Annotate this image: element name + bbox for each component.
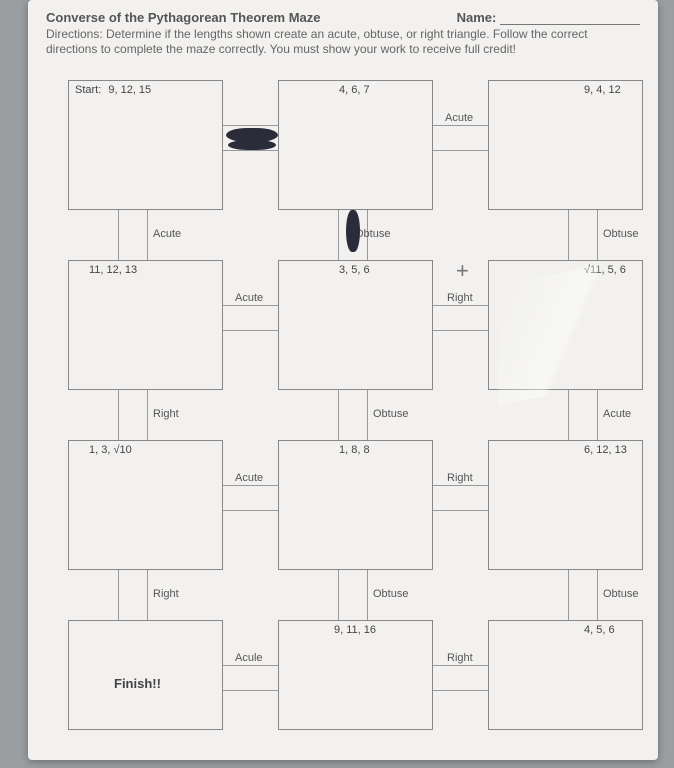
box-finish-label: Finish!! (114, 676, 161, 691)
box-r1c2-values: 4, 6, 7 (339, 84, 370, 96)
box-r4c3: 4, 5, 6 (488, 620, 643, 730)
path-v-r1c1-r2c1: Acute (118, 210, 148, 260)
path-v-r3c3-r4c3: Obtuse (568, 570, 598, 620)
pen-mark (346, 210, 360, 252)
box-r3c3: 6, 12, 13 (488, 440, 643, 570)
box-r4c3-values: 4, 5, 6 (584, 624, 615, 636)
path-label: Right (447, 292, 473, 304)
path-label: Acute (235, 292, 263, 304)
path-label: Acute (153, 228, 181, 240)
box-r3c1: 1, 3, √10 (68, 440, 223, 570)
path-label: Obtuse (355, 228, 390, 240)
path-h-r3c2-r3c3: Right (433, 485, 488, 511)
path-label: Acute (603, 408, 631, 420)
plus-icon: + (456, 258, 469, 284)
box-r2c1-values: 11, 12, 13 (89, 264, 137, 276)
header: Converse of the Pythagorean Theorem Maze… (28, 0, 658, 61)
box-r1c3-values: 9, 4, 12 (584, 84, 621, 96)
name-blank-line (500, 13, 640, 25)
path-h-r2c2-r2c3: Right (433, 305, 488, 331)
box-r4c2-values: 9, 11, 16 (334, 624, 376, 636)
box-r3c2: 1, 8, 8 (278, 440, 433, 570)
worksheet-title: Converse of the Pythagorean Theorem Maze (46, 10, 321, 25)
path-label: Right (447, 472, 473, 484)
path-label: Acute (235, 472, 263, 484)
path-label: Right (447, 652, 473, 664)
box-r4c2: 9, 11, 16 (278, 620, 433, 730)
box-start-values: 9, 12, 15 (108, 84, 151, 96)
path-v-r2c3-r3c3: Acute (568, 390, 598, 440)
path-label: Obtuse (373, 588, 408, 600)
path-v-r3c2-r4c2: Obtuse (338, 570, 368, 620)
path-h-r1c2-r1c3: Acute (433, 125, 488, 151)
box-r2c2: 3, 5, 6 (278, 260, 433, 390)
path-label: Acule (235, 652, 263, 664)
box-r1c3: 9, 4, 12 (488, 80, 643, 210)
pen-mark (228, 140, 276, 150)
box-r3c3-values: 6, 12, 13 (584, 444, 627, 456)
box-r2c1: 11, 12, 13 (68, 260, 223, 390)
path-v-r2c2-r3c2: Obtuse (338, 390, 368, 440)
path-label: Obtuse (603, 228, 638, 240)
box-r3c2-values: 1, 8, 8 (339, 444, 370, 456)
path-label: Right (153, 408, 179, 420)
box-r2c2-values: 3, 5, 6 (339, 264, 370, 276)
path-label: Acute (445, 112, 473, 124)
name-label: Name: (457, 10, 640, 25)
box-r3c1-values: 1, 3, √10 (89, 444, 132, 456)
path-v-r3c1-r4c1: Right (118, 570, 148, 620)
path-h-r4c1-r4c2: Acule (223, 665, 278, 691)
path-label: Obtuse (373, 408, 408, 420)
path-label: Right (153, 588, 179, 600)
path-h-r2c1-r2c2: Acute (223, 305, 278, 331)
directions-text: Directions: Determine if the lengths sho… (46, 27, 640, 57)
box-start-prefix: Start: (75, 84, 101, 96)
path-v-r1c3-r2c3: Obtuse (568, 210, 598, 260)
maze-grid: Start: 9, 12, 15 4, 6, 7 9, 4, 12 11, 12… (68, 70, 643, 750)
path-h-r3c1-r3c2: Acute (223, 485, 278, 511)
box-finish: Finish!! (68, 620, 223, 730)
box-start: Start: 9, 12, 15 (68, 80, 223, 210)
box-r1c2: 4, 6, 7 (278, 80, 433, 210)
path-v-r2c1-r3c1: Right (118, 390, 148, 440)
worksheet-page: Converse of the Pythagorean Theorem Maze… (28, 0, 658, 760)
path-h-r4c2-r4c3: Right (433, 665, 488, 691)
path-label: Obtuse (603, 588, 638, 600)
